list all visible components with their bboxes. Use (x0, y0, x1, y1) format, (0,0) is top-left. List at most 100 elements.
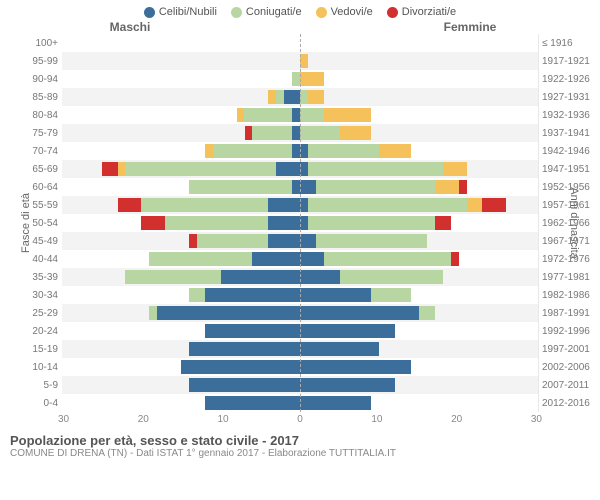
seg-div (435, 216, 451, 230)
seg-ved (300, 54, 308, 68)
x-tick: 30 (58, 414, 69, 425)
seg-con (292, 72, 300, 86)
birth-label: 2012-2016 (542, 394, 594, 412)
seg-ved (268, 90, 276, 104)
seg-con (419, 306, 435, 320)
birth-label: 1982-1986 (542, 286, 594, 304)
female-bar (300, 304, 538, 322)
seg-ved (118, 162, 126, 176)
seg-cel (300, 342, 379, 356)
age-label: 75-79 (6, 124, 58, 142)
chart-title: Popolazione per età, sesso e stato civil… (10, 433, 590, 448)
birth-label: 1987-1991 (542, 304, 594, 322)
chart-subtitle: COMUNE DI DRENA (TN) - Dati ISTAT 1° gen… (10, 448, 590, 459)
seg-con (252, 126, 292, 140)
seg-con (213, 144, 292, 158)
birth-label: 1937-1941 (542, 124, 594, 142)
age-label: 85-89 (6, 88, 58, 106)
legend-item: Divorziati/e (387, 6, 456, 18)
seg-cel (268, 234, 300, 248)
male-bar (62, 88, 300, 106)
female-bar (300, 394, 538, 412)
male-bar (62, 394, 300, 412)
legend-item: Coniugati/e (231, 6, 302, 18)
seg-cel (205, 324, 300, 338)
seg-div (459, 180, 467, 194)
seg-ved (340, 126, 372, 140)
seg-ved (324, 108, 372, 122)
seg-cel (300, 198, 308, 212)
male-bar (62, 70, 300, 88)
female-bar (300, 376, 538, 394)
seg-con (197, 234, 268, 248)
seg-div (118, 198, 142, 212)
female-bar (300, 340, 538, 358)
age-label: 25-29 (6, 304, 58, 322)
birth-label: 1992-1996 (542, 322, 594, 340)
age-label: 60-64 (6, 178, 58, 196)
seg-con (340, 270, 443, 284)
seg-cel (300, 216, 308, 230)
seg-cel (292, 126, 300, 140)
seg-cel (157, 306, 300, 320)
age-label: 40-44 (6, 250, 58, 268)
seg-con (308, 162, 443, 176)
seg-div (482, 198, 506, 212)
x-tick: 10 (217, 414, 228, 425)
age-label: 30-34 (6, 286, 58, 304)
legend: Celibi/NubiliConiugati/eVedovi/eDivorzia… (0, 0, 600, 20)
age-label: 100+ (6, 34, 58, 52)
birth-label: 1932-1936 (542, 106, 594, 124)
plot (62, 34, 538, 412)
seg-con (189, 288, 205, 302)
male-bar (62, 34, 300, 52)
header-male: Maschi (0, 20, 300, 34)
seg-cel (268, 198, 300, 212)
age-label: 10-14 (6, 358, 58, 376)
seg-cel (300, 162, 308, 176)
birth-label: 1917-1921 (542, 52, 594, 70)
female-bar (300, 160, 538, 178)
age-label: 55-59 (6, 196, 58, 214)
legend-label: Coniugati/e (246, 6, 302, 18)
birth-label: 1942-1946 (542, 142, 594, 160)
male-bar (62, 286, 300, 304)
seg-cel (292, 180, 300, 194)
legend-swatch (144, 7, 155, 18)
birth-label: 1947-1951 (542, 160, 594, 178)
seg-cel (300, 288, 371, 302)
male-bar (62, 52, 300, 70)
legend-swatch (387, 7, 398, 18)
male-bar (62, 124, 300, 142)
seg-div (245, 126, 253, 140)
legend-label: Divorziati/e (402, 6, 456, 18)
seg-con (149, 252, 252, 266)
seg-cel (292, 144, 300, 158)
age-label: 65-69 (6, 160, 58, 178)
seg-con (308, 144, 379, 158)
seg-con (316, 180, 435, 194)
female-bar (300, 214, 538, 232)
birth-label: 1962-1966 (542, 214, 594, 232)
seg-cel (268, 216, 300, 230)
seg-cel (300, 270, 340, 284)
female-bar (300, 178, 538, 196)
birth-label: 1957-1961 (542, 196, 594, 214)
birth-label: 1967-1971 (542, 232, 594, 250)
seg-cel (181, 360, 300, 374)
seg-cel (205, 288, 300, 302)
y-axis-left: 100+95-9990-9485-8980-8475-7970-7465-696… (6, 34, 62, 412)
seg-ved (237, 108, 245, 122)
x-tick: 20 (451, 414, 462, 425)
legend-label: Vedovi/e (331, 6, 373, 18)
seg-cel (284, 90, 300, 104)
seg-ved (435, 180, 459, 194)
seg-ved (443, 162, 467, 176)
seg-ved (308, 90, 324, 104)
female-bar (300, 250, 538, 268)
birth-label: ≤ 1916 (542, 34, 594, 52)
female-bar (300, 286, 538, 304)
seg-cel (189, 342, 300, 356)
female-bar (300, 268, 538, 286)
seg-ved (467, 198, 483, 212)
